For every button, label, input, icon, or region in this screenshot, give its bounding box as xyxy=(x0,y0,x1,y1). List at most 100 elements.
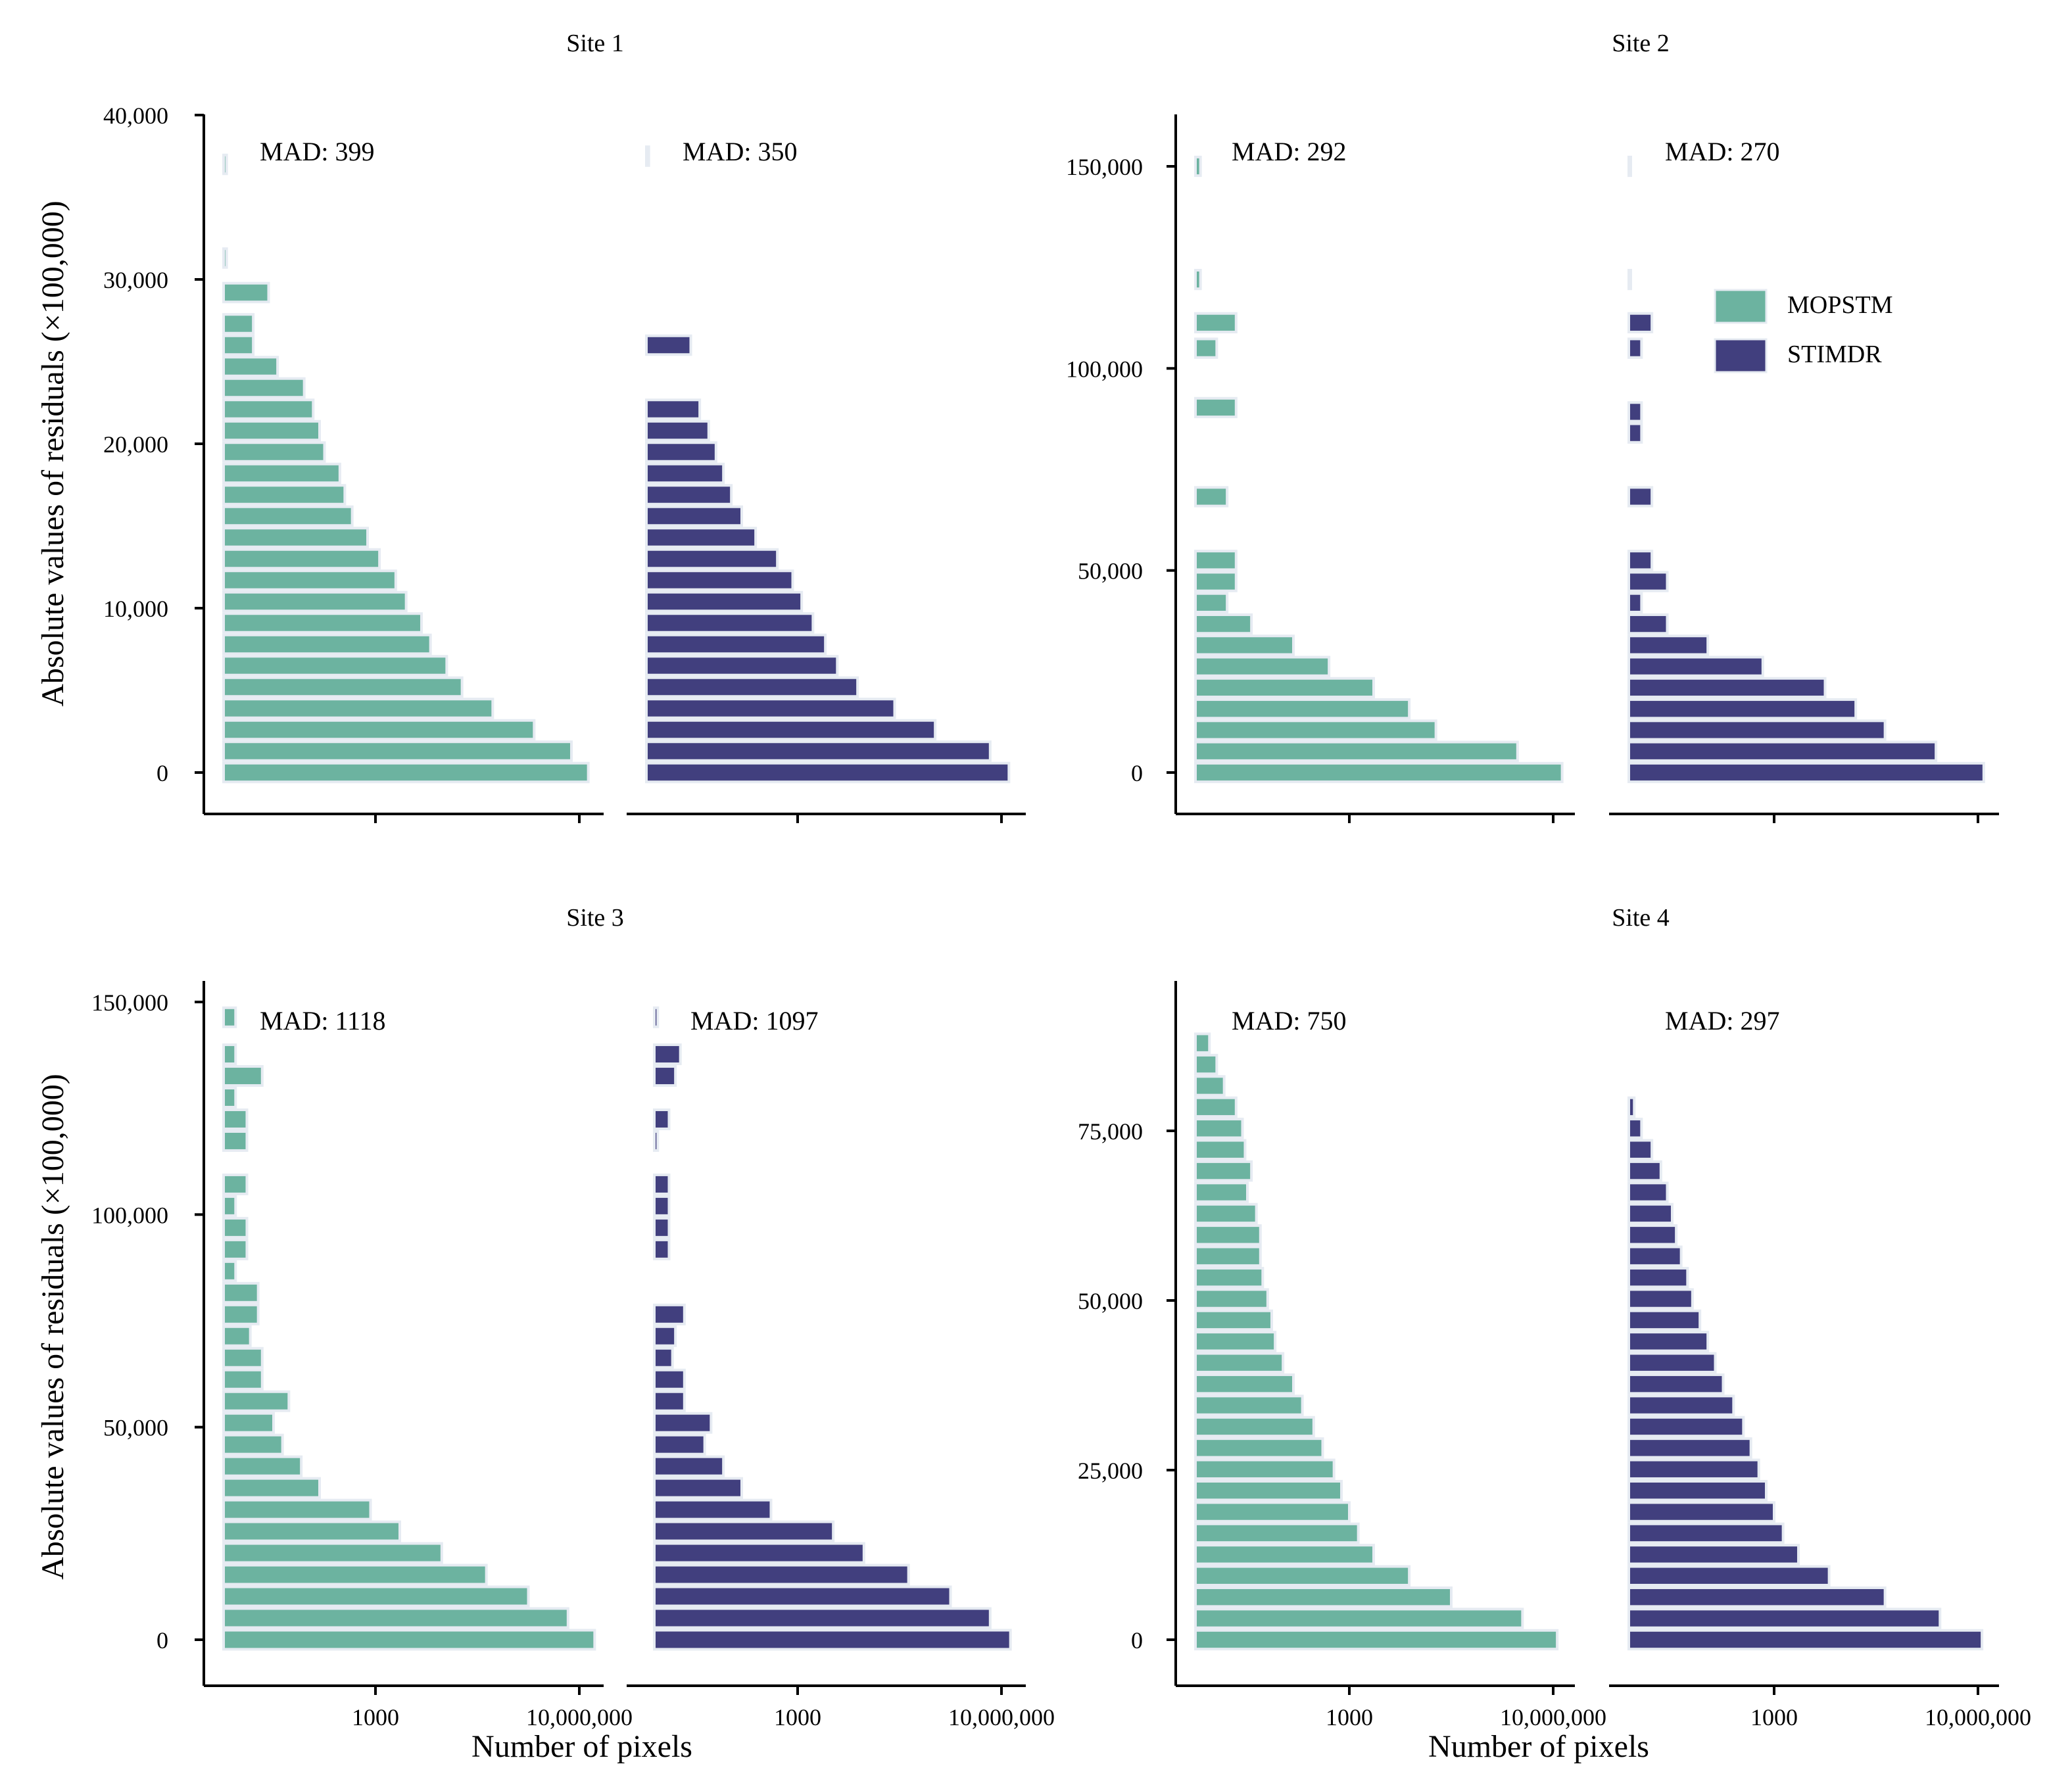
site-3-y-tick-label: 100,000 xyxy=(91,1202,168,1228)
bar-mopstm xyxy=(1194,1118,1244,1139)
bar-mopstm xyxy=(222,527,369,548)
bar-mopstm xyxy=(222,281,270,304)
site-2-group: Site 2 0 50,000 100,000 150,000 MAD: 292 MAD: … xyxy=(1066,30,1999,823)
bar-mopstm xyxy=(1194,1096,1238,1118)
bar-stimdr xyxy=(645,655,839,677)
bar-mopstm xyxy=(1194,1352,1285,1373)
bar-mopstm xyxy=(222,247,228,269)
site-1-title: Site 1 xyxy=(566,30,624,57)
bar-stimdr xyxy=(1627,740,1938,762)
bar-mopstm xyxy=(222,356,279,377)
bar-mopstm xyxy=(222,612,423,634)
bar-stimdr xyxy=(645,462,725,485)
bar-mopstm xyxy=(1194,1544,1375,1565)
bar-stimdr xyxy=(1627,1118,1643,1139)
bar-stimdr xyxy=(1627,550,1654,571)
bar-stimdr xyxy=(653,1390,686,1412)
bar-mopstm xyxy=(222,1412,275,1434)
bar-mopstm xyxy=(1194,1266,1265,1289)
bar-stimdr xyxy=(1627,312,1654,334)
bar-mopstm xyxy=(222,1087,237,1108)
bar-mopstm xyxy=(1194,1479,1343,1502)
bar-stimdr xyxy=(653,1325,677,1347)
site-3-group: Site 3 0 50,000 100,000 150,000 1000 10,000,00… xyxy=(91,904,1055,1730)
bar-mopstm xyxy=(222,633,432,655)
bar-stimdr xyxy=(645,145,650,167)
site-2-title: Site 2 xyxy=(1612,30,1670,57)
bar-mopstm xyxy=(1194,634,1295,656)
bar-stimdr xyxy=(1627,1309,1702,1331)
bar-stimdr xyxy=(1627,1608,1942,1629)
legend-swatch-mopstm xyxy=(1714,289,1768,324)
bar-stimdr xyxy=(1627,1373,1725,1395)
bar-stimdr xyxy=(645,740,992,762)
bar-stimdr xyxy=(653,1477,743,1499)
bar-mopstm xyxy=(1194,1629,1559,1651)
bar-stimdr xyxy=(1627,401,1643,423)
bar-mopstm xyxy=(222,1195,237,1217)
bar-mopstm xyxy=(222,1433,284,1456)
legend-label-mopstm: MOPSTM xyxy=(1787,291,1893,319)
bar-stimdr xyxy=(1627,719,1887,741)
x-tick-label: 10,000,000 xyxy=(526,1704,633,1730)
bar-mopstm xyxy=(1194,719,1437,741)
y-axis-title-bottom: Absolute values of residuals (×100,000) xyxy=(36,1074,70,1580)
mad-label: MAD: 750 xyxy=(1232,1006,1346,1036)
bar-stimdr xyxy=(653,1065,677,1087)
site-2-y-tick-label: 150,000 xyxy=(1066,154,1143,180)
bar-stimdr xyxy=(1627,1352,1717,1373)
bar-stimdr xyxy=(653,1412,713,1434)
bar-stimdr xyxy=(645,698,896,719)
bar-mopstm xyxy=(1194,268,1202,291)
x-tick-label: 1000 xyxy=(1750,1704,1798,1730)
bar-mopstm xyxy=(222,761,590,784)
mad-label: MAD: 1118 xyxy=(260,1006,385,1036)
bar-mopstm xyxy=(222,1585,530,1608)
plots-layer: Site 1 0 10,000 20,000 30,000 40,000 MAD: 399 M… xyxy=(91,30,2031,1730)
bar-mopstm xyxy=(222,1130,249,1152)
bar-mopstm xyxy=(1194,1032,1211,1054)
site-2-y-tick-label: 0 xyxy=(1131,760,1143,786)
bar-mopstm xyxy=(222,1520,401,1542)
bar-mopstm xyxy=(222,1006,237,1028)
x-tick-label: 10,000,000 xyxy=(948,1704,1055,1730)
bar-stimdr xyxy=(653,1629,1012,1651)
bar-mopstm xyxy=(222,153,228,176)
bar-mopstm xyxy=(1194,677,1375,699)
bar-mopstm xyxy=(222,484,347,506)
bar-stimdr xyxy=(653,1433,706,1456)
bar-mopstm xyxy=(222,1216,249,1239)
bar-mopstm xyxy=(222,398,315,420)
bar-mopstm xyxy=(222,1346,264,1369)
bar-stimdr xyxy=(653,1368,686,1391)
bar-stimdr xyxy=(645,569,794,591)
bar-mopstm xyxy=(222,462,341,485)
bar-stimdr xyxy=(653,1303,686,1325)
bar-mopstm xyxy=(222,1303,260,1325)
bar-stimdr xyxy=(645,761,1011,784)
bar-mopstm xyxy=(1194,337,1218,359)
bar-mopstm xyxy=(222,1325,252,1347)
x-tick-label: 1000 xyxy=(1326,1704,1373,1730)
bar-stimdr xyxy=(645,548,779,570)
bar-stimdr xyxy=(645,334,692,356)
bar-stimdr xyxy=(1627,698,1858,720)
bar-stimdr xyxy=(653,1542,865,1564)
bar-mopstm xyxy=(222,1629,596,1651)
bar-mopstm xyxy=(222,569,397,591)
bar-mopstm xyxy=(222,334,255,356)
bar-stimdr xyxy=(1627,634,1710,656)
bar-mopstm xyxy=(222,419,321,442)
site-3-y-tick-label: 50,000 xyxy=(103,1415,168,1441)
x-tick-label: 10,000,000 xyxy=(1500,1704,1606,1730)
bar-mopstm xyxy=(1194,1053,1218,1076)
bar-stimdr xyxy=(1627,337,1643,359)
bar-mopstm xyxy=(222,698,494,719)
bar-mopstm xyxy=(1194,396,1238,419)
bar-mopstm xyxy=(1194,592,1229,613)
bar-stimdr xyxy=(1627,1501,1775,1523)
bar-mopstm xyxy=(222,1108,249,1130)
bar-mopstm xyxy=(1194,550,1238,571)
bar-mopstm xyxy=(222,1498,372,1521)
bar-mopstm xyxy=(222,1563,488,1586)
